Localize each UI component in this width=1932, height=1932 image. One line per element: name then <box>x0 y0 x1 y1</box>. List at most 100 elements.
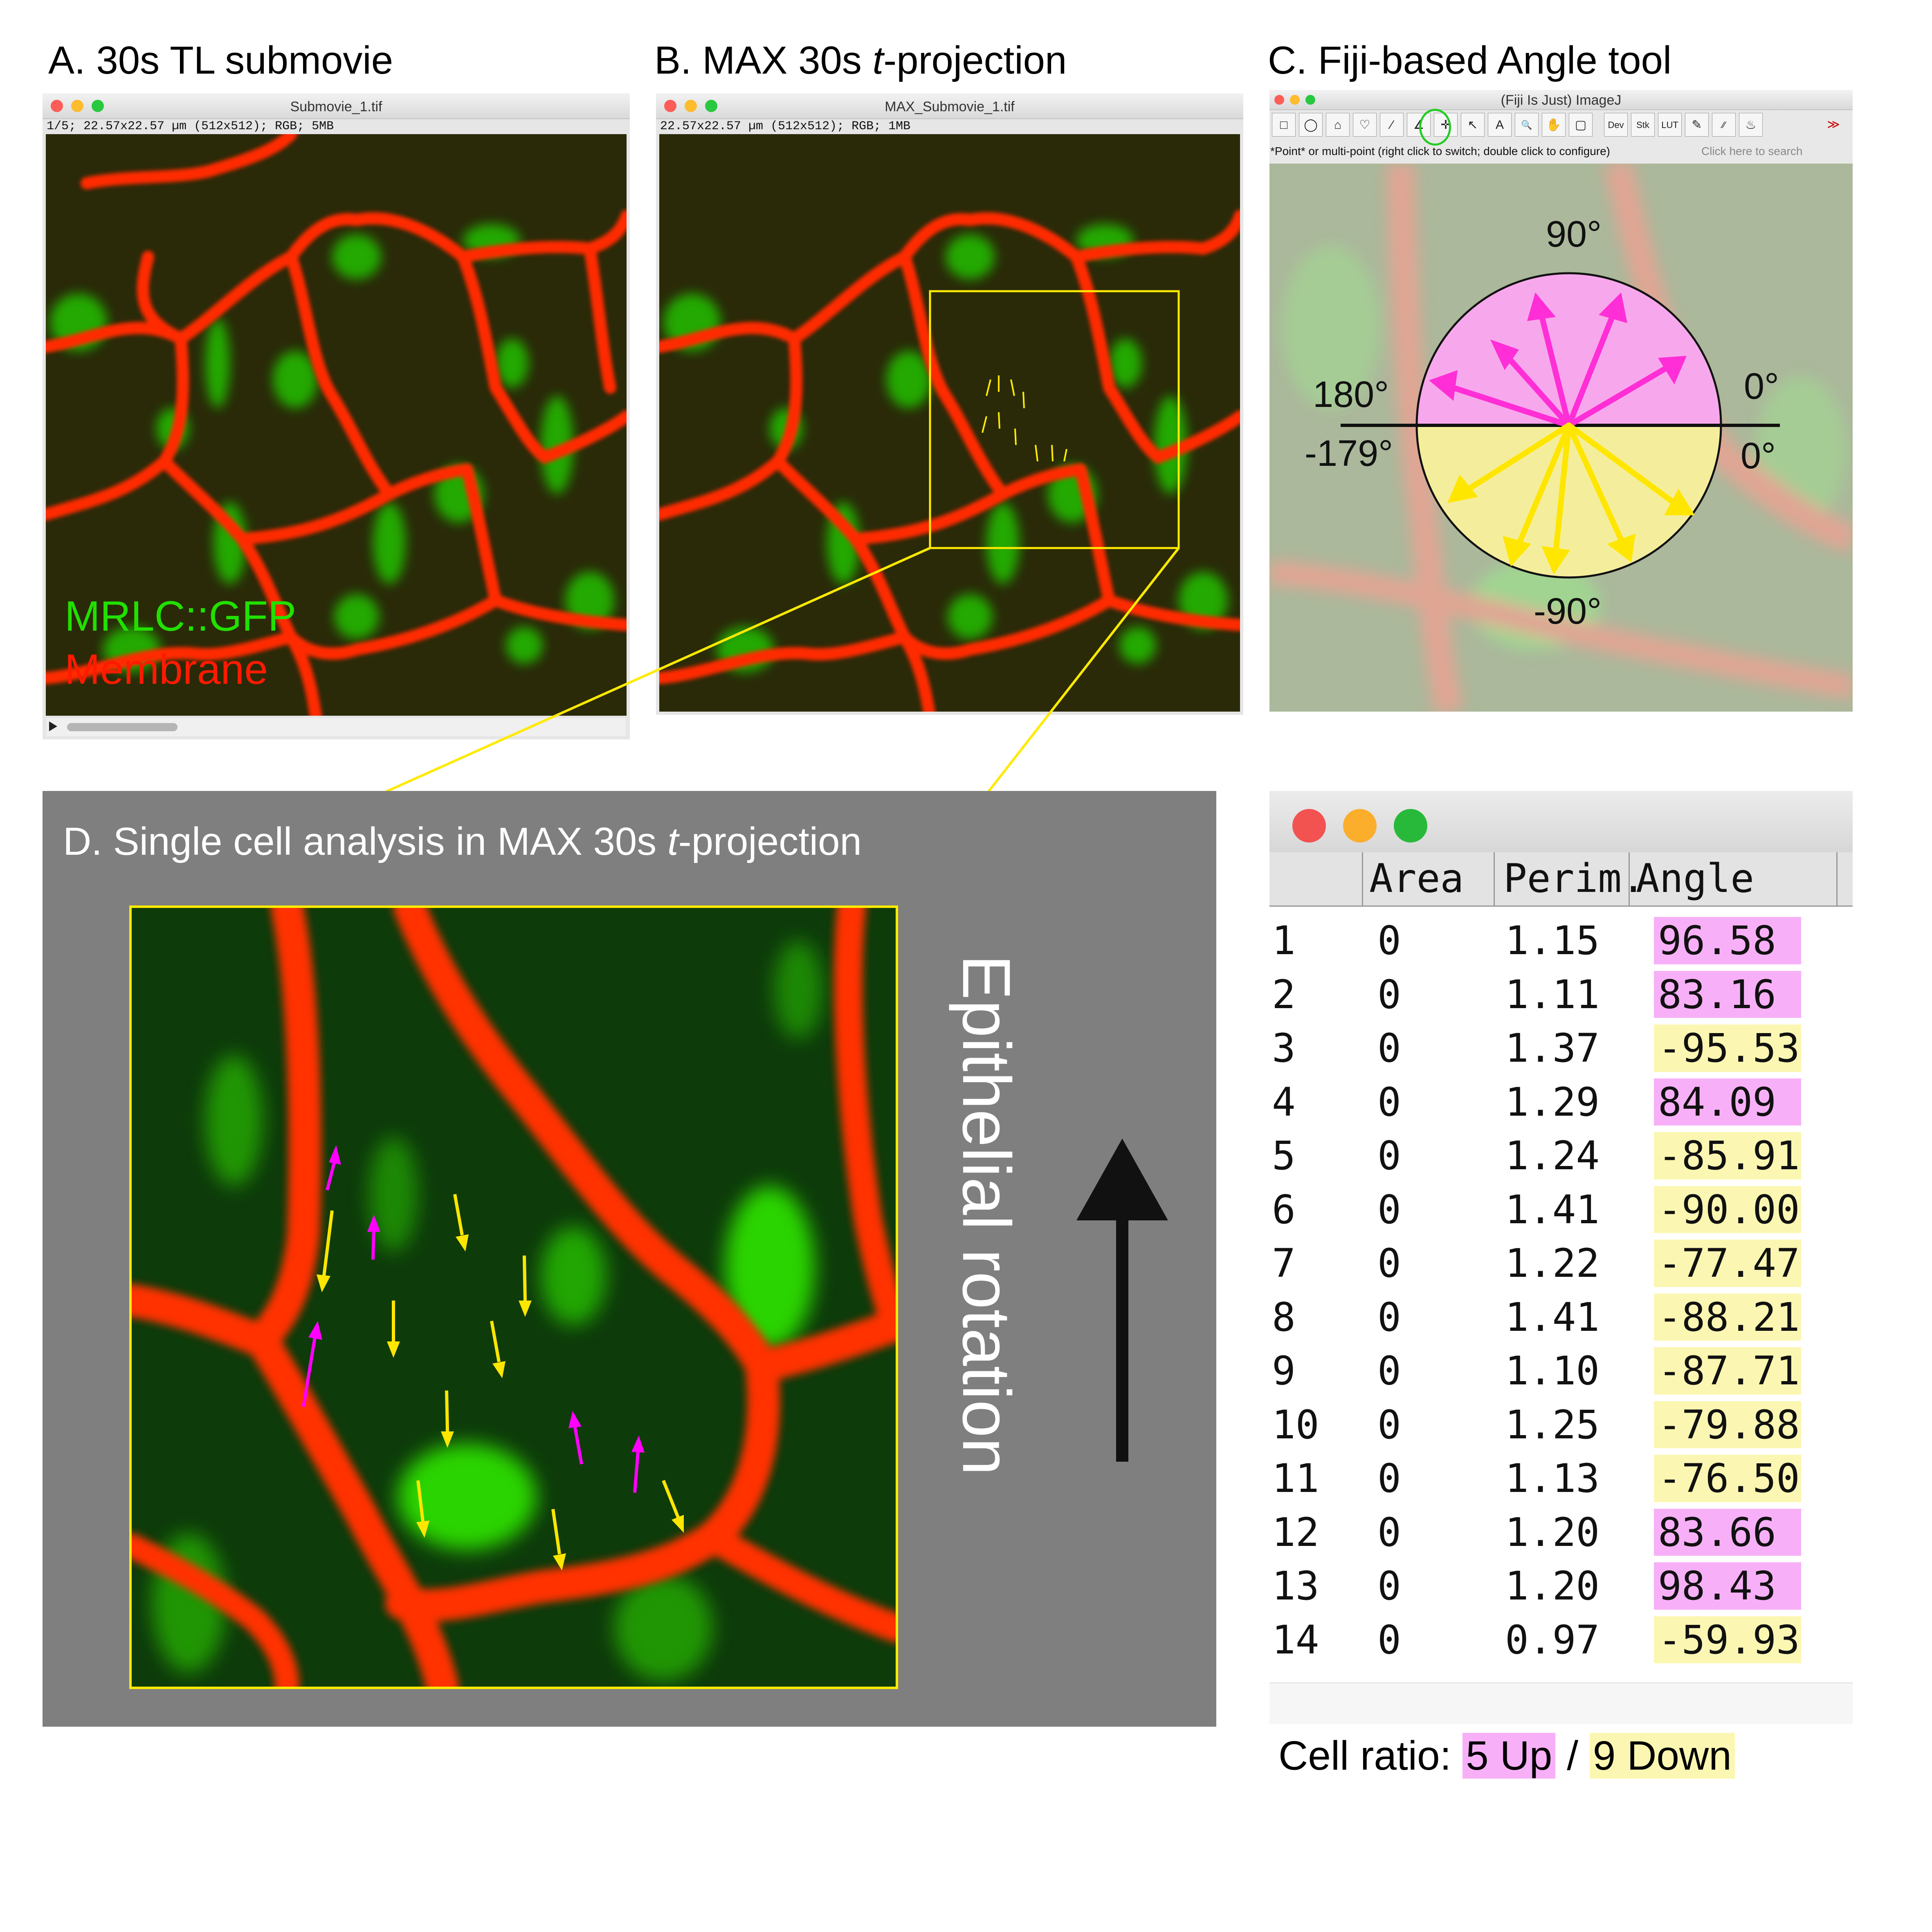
zoom-tool[interactable]: 🔍 <box>1515 113 1539 137</box>
row-number: 6 <box>1272 1186 1296 1233</box>
panel-a-image-info: 1/5; 22.57x22.57 µm (512x512); RGB; 5MB <box>47 119 334 133</box>
lut-menu[interactable]: LUT <box>1658 113 1682 137</box>
angle-highlight-up <box>1654 1562 1801 1610</box>
cell-ratio-up: 5 Up <box>1462 1733 1556 1779</box>
row-number: 11 <box>1272 1456 1319 1501</box>
cell-perim: 1.41 <box>1505 1186 1600 1233</box>
table-row[interactable]: 2 0 1.11 83.16 <box>1269 968 1853 1022</box>
cell-area: 0 <box>1377 1186 1401 1233</box>
minimize-icon[interactable] <box>71 100 83 112</box>
stack-menu[interactable]: Stk <box>1631 113 1655 137</box>
color-picker-tool[interactable]: ▢ <box>1569 113 1593 137</box>
cell-angle: 83.16 <box>1658 971 1776 1018</box>
panel-b-window-title: MAX_Submovie_1.tif <box>885 99 1015 115</box>
panel-b-title-t: t <box>872 38 884 82</box>
line-tool[interactable]: ⁄ <box>1380 113 1404 137</box>
panel-c-window: (Fiji Is Just) ImageJ □ ◯ ⌂ ♡ ⁄ ∠ ✛ ↖ A 🔍 ✋ ▢ Dev Stk… <box>1269 90 1853 712</box>
panel-d-down-arrows <box>317 1194 684 1570</box>
table-row[interactable]: 1 0 1.15 96.58 <box>1269 914 1853 968</box>
cell-angle: -88.21 <box>1658 1294 1800 1340</box>
pencil-tool[interactable]: ✎ <box>1685 113 1709 137</box>
cell-area: 0 <box>1377 971 1401 1018</box>
header-divider <box>1494 852 1495 905</box>
cell-area: 0 <box>1377 1240 1401 1286</box>
hand-tool[interactable]: ✋ <box>1542 113 1566 137</box>
angle-highlight-down <box>1654 1024 1801 1072</box>
cell-ratio-label: Cell ratio: <box>1278 1733 1451 1779</box>
play-icon[interactable] <box>49 721 57 731</box>
zoom-icon[interactable] <box>1394 809 1427 842</box>
close-icon[interactable] <box>664 100 676 112</box>
header-divider <box>1836 852 1838 905</box>
freehand-tool[interactable]: ♡ <box>1353 113 1377 137</box>
zoom-icon[interactable] <box>92 100 104 112</box>
table-row[interactable]: 10 0 1.25 -79.88 <box>1269 1398 1853 1452</box>
table-row[interactable]: 7 0 1.22 -77.47 <box>1269 1236 1853 1290</box>
cell-perim: 1.29 <box>1505 1079 1600 1125</box>
table-row[interactable]: 6 0 1.41 -90.00 <box>1269 1183 1853 1237</box>
panel-b-titlebar: MAX_Submovie_1.tif <box>656 93 1243 119</box>
table-row[interactable]: 9 0 1.10 -87.71 <box>1269 1344 1853 1398</box>
upper-half-circle <box>1415 272 1722 427</box>
up-arrows <box>1429 292 1687 428</box>
cell-angle: -85.91 <box>1658 1133 1800 1179</box>
minimize-icon[interactable] <box>1290 95 1300 105</box>
angle-highlight-up <box>1654 1078 1801 1126</box>
header-perim[interactable]: Perim. <box>1503 856 1645 901</box>
minimize-icon[interactable] <box>1343 809 1377 842</box>
panel-a-window: Submovie_1.tif 1/5; 22.57x22.57 µm (512x… <box>43 93 630 739</box>
table-row[interactable]: 3 0 1.37 -95.53 <box>1269 1021 1853 1075</box>
results-scrollbar[interactable] <box>1269 1683 1853 1724</box>
row-number: 4 <box>1272 1079 1296 1125</box>
close-icon[interactable] <box>51 100 63 112</box>
label-0-bottom: 0° <box>1741 436 1776 476</box>
text-tool[interactable]: A <box>1488 113 1512 137</box>
zoom-icon[interactable] <box>1305 95 1315 105</box>
more-tools[interactable]: ≫ <box>1827 118 1840 131</box>
header-blank[interactable] <box>1269 852 1363 905</box>
rectangle-tool[interactable]: □ <box>1272 113 1296 137</box>
polygon-tool[interactable]: ⌂ <box>1326 113 1350 137</box>
table-row[interactable]: 14 0 0.97 -59.93 <box>1269 1613 1853 1667</box>
table-row[interactable]: 11 0 1.13 -76.50 <box>1269 1451 1853 1505</box>
panel-c-titlebar: (Fiji Is Just) ImageJ <box>1269 90 1853 110</box>
label-0-top: 0° <box>1744 366 1779 407</box>
angle-highlight-down <box>1654 1240 1801 1287</box>
rotation-direction-arrow <box>1076 1139 1168 1462</box>
cell-angle: -90.00 <box>1658 1186 1800 1233</box>
cell-area: 0 <box>1377 1294 1401 1340</box>
oval-tool[interactable]: ◯ <box>1299 113 1323 137</box>
cell-perim: 1.11 <box>1505 971 1600 1018</box>
panel-a-scrollbar[interactable] <box>47 718 626 736</box>
dev-menu[interactable]: Dev <box>1604 113 1628 137</box>
table-row[interactable]: 12 0 1.20 83.66 <box>1269 1505 1853 1559</box>
row-number: 13 <box>1272 1563 1319 1609</box>
cell-area: 0 <box>1377 1509 1401 1555</box>
small-arrows <box>982 375 1067 462</box>
legend-membrane: Membrane <box>65 646 268 693</box>
close-icon[interactable] <box>1292 809 1326 842</box>
scrollbar-thumb[interactable] <box>67 723 177 731</box>
table-row[interactable]: 13 0 1.20 98.43 <box>1269 1559 1853 1613</box>
cell-area: 0 <box>1377 1617 1401 1663</box>
table-row[interactable]: 8 0 1.41 -88.21 <box>1269 1290 1853 1344</box>
zoom-icon[interactable] <box>705 100 717 112</box>
header-angle[interactable]: Angle <box>1636 856 1754 901</box>
wand-tool[interactable]: ↖ <box>1461 113 1485 137</box>
angle-tool-highlight <box>1419 109 1451 146</box>
panel-d-title-post: -projection <box>678 820 862 863</box>
fiji-search-hint[interactable]: Click here to search <box>1701 145 1803 157</box>
panel-d-image <box>129 905 898 1689</box>
panel-b-title-post: -projection <box>883 38 1067 82</box>
flood-fill-tool[interactable]: ♨ <box>1739 113 1763 137</box>
table-row[interactable]: 4 0 1.29 84.09 <box>1269 1075 1853 1129</box>
minimize-icon[interactable] <box>685 100 697 112</box>
table-row[interactable]: 5 0 1.24 -85.91 <box>1269 1129 1853 1183</box>
angle-highlight-down <box>1654 1132 1801 1179</box>
header-divider <box>1629 852 1630 905</box>
panel-d: D. Single cell analysis in MAX 30s t-pro… <box>43 791 1216 1727</box>
panel-b-title: B. MAX 30s t-projection <box>654 41 1067 80</box>
brush-tool[interactable]: ⁄⁄ <box>1712 113 1736 137</box>
close-icon[interactable] <box>1274 95 1284 105</box>
header-area[interactable]: Area <box>1369 856 1464 901</box>
